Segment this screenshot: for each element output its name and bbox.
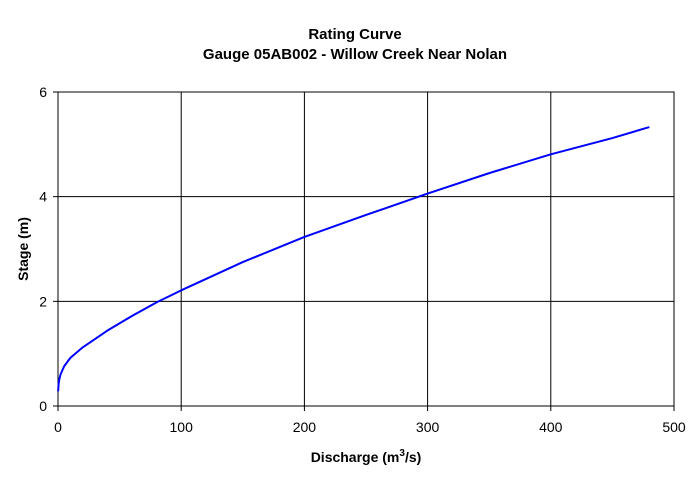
plot-area [57, 91, 675, 407]
x-tick-label: 0 [54, 419, 62, 435]
tick-labels: 0 100 200 300 400 500 0 2 4 6 [39, 84, 686, 435]
chart-subtitle: Gauge 05AB002 - Willow Creek Near Nolan [203, 46, 507, 63]
y-tick-label: 6 [39, 84, 47, 100]
x-tick-label: 100 [170, 419, 194, 435]
y-tick-label: 2 [39, 293, 47, 309]
x-tick-label: 200 [293, 419, 317, 435]
x-tick-label: 300 [416, 419, 440, 435]
rating-curve-line [57, 126, 650, 392]
x-axis-label-tail: /s) [405, 449, 421, 465]
x-axis-label-superscript: 3 [399, 448, 405, 459]
x-tick-label: 500 [662, 419, 686, 435]
y-tick-label: 0 [39, 398, 47, 414]
x-axis-label: Discharge (m3/s) [311, 448, 422, 465]
chart-title: Rating Curve [308, 26, 401, 43]
y-axis-label: Stage (m) [15, 217, 31, 281]
x-axis-label-main: Discharge (m [311, 449, 400, 465]
series-layer [57, 126, 650, 392]
y-tick-label: 4 [39, 189, 47, 205]
x-tick-label: 400 [539, 419, 563, 435]
